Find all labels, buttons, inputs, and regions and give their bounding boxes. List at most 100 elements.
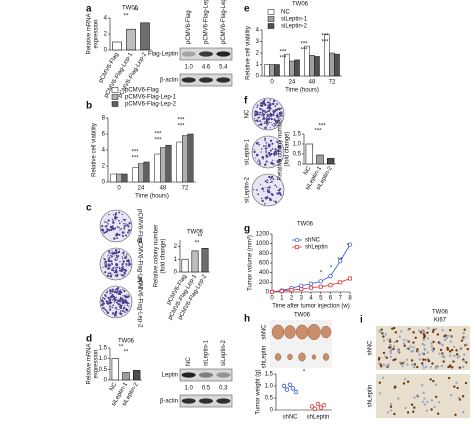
nucleus <box>413 396 416 399</box>
y-axis-label: expression <box>94 349 100 378</box>
nucleus <box>450 348 454 352</box>
y-tick-label: 0 <box>104 48 108 54</box>
colony <box>258 120 261 122</box>
data-point <box>347 242 353 247</box>
nucleus <box>462 359 466 363</box>
colony <box>112 304 115 307</box>
nucleus <box>413 406 416 409</box>
colony <box>262 118 264 120</box>
nucleus <box>461 410 465 414</box>
data-point <box>299 287 304 292</box>
nucleus <box>451 366 454 369</box>
colony <box>115 263 118 265</box>
colony <box>116 291 118 293</box>
bar <box>201 248 209 273</box>
nucleus <box>410 403 414 406</box>
colony <box>266 155 269 158</box>
colony <box>126 263 128 265</box>
colony <box>111 226 114 229</box>
colony <box>266 147 268 150</box>
colony <box>119 261 121 263</box>
nucleus <box>411 350 415 353</box>
y-tick-label: 200 <box>259 280 270 286</box>
colony <box>111 306 113 308</box>
colony <box>258 112 260 114</box>
bar <box>187 133 194 183</box>
bar <box>264 64 270 77</box>
nucleus <box>392 358 395 362</box>
colony <box>121 304 123 306</box>
colony <box>263 99 266 101</box>
colony <box>279 193 282 196</box>
colony <box>258 143 260 146</box>
legend-marker <box>295 245 299 249</box>
colony <box>269 181 271 184</box>
colony <box>262 115 265 118</box>
nucleus <box>430 408 433 411</box>
nucleus <box>416 365 419 369</box>
bar <box>329 52 335 77</box>
colony <box>266 101 269 104</box>
colony <box>129 263 132 266</box>
blot-band <box>216 398 231 404</box>
panel-label: i <box>360 315 363 326</box>
colony <box>259 108 262 111</box>
colony <box>123 295 127 298</box>
colony <box>120 270 122 272</box>
band-label: Leptin <box>162 373 178 379</box>
colony <box>262 113 266 116</box>
colony <box>276 113 279 115</box>
bar <box>132 167 139 183</box>
colony <box>127 264 130 267</box>
image-row-label: shNC <box>368 340 374 356</box>
colony <box>119 229 121 231</box>
colony <box>115 296 117 299</box>
colony <box>122 231 125 234</box>
nucleus <box>402 342 406 345</box>
nucleus <box>425 365 428 369</box>
data-point <box>328 273 333 279</box>
colony <box>121 309 124 312</box>
quantification: 1.0 <box>184 65 193 71</box>
colony <box>115 264 119 267</box>
colony <box>270 122 272 124</box>
colony <box>108 290 111 293</box>
colony <box>119 289 122 291</box>
colony <box>115 269 117 271</box>
nucleus <box>389 405 393 408</box>
image-title: TW06 <box>432 310 449 316</box>
colony <box>265 150 267 152</box>
significance: *** <box>177 124 185 130</box>
y-tick-label: 1.0 <box>99 356 108 362</box>
quantification: 1.0 <box>184 386 193 392</box>
colony-plate <box>99 209 133 243</box>
colony <box>118 269 121 272</box>
significance: *** <box>321 40 329 46</box>
colony <box>264 180 267 182</box>
x-axis-label: Time (hours) <box>135 194 169 200</box>
colony <box>117 303 121 306</box>
x-tick-label: 24 <box>289 80 296 86</box>
nucleus <box>446 334 449 338</box>
colony <box>124 311 126 313</box>
image-row-label: shLeptin <box>368 385 374 408</box>
colony <box>279 111 282 115</box>
legend-label: pCMV6-Flag <box>125 88 159 94</box>
nucleus <box>436 333 440 336</box>
colony <box>114 255 116 257</box>
data-point <box>338 258 343 264</box>
colony <box>123 222 125 225</box>
legend-label: pCMV6-Flag-Lep-2 <box>125 102 177 108</box>
colony <box>265 151 267 154</box>
blot-band <box>216 51 231 57</box>
image-title: TW06 <box>294 313 311 319</box>
significance: *** <box>154 138 162 144</box>
y-tick-label: 1.5 <box>293 132 302 138</box>
image-row-label: pCMV6-Flag <box>136 209 142 243</box>
colony <box>260 151 262 153</box>
x-tick-label: 0 <box>117 186 121 192</box>
nucleus <box>457 396 461 400</box>
y-tick-label: 1000 <box>256 241 270 247</box>
colony <box>278 158 281 162</box>
nucleus <box>393 385 397 388</box>
